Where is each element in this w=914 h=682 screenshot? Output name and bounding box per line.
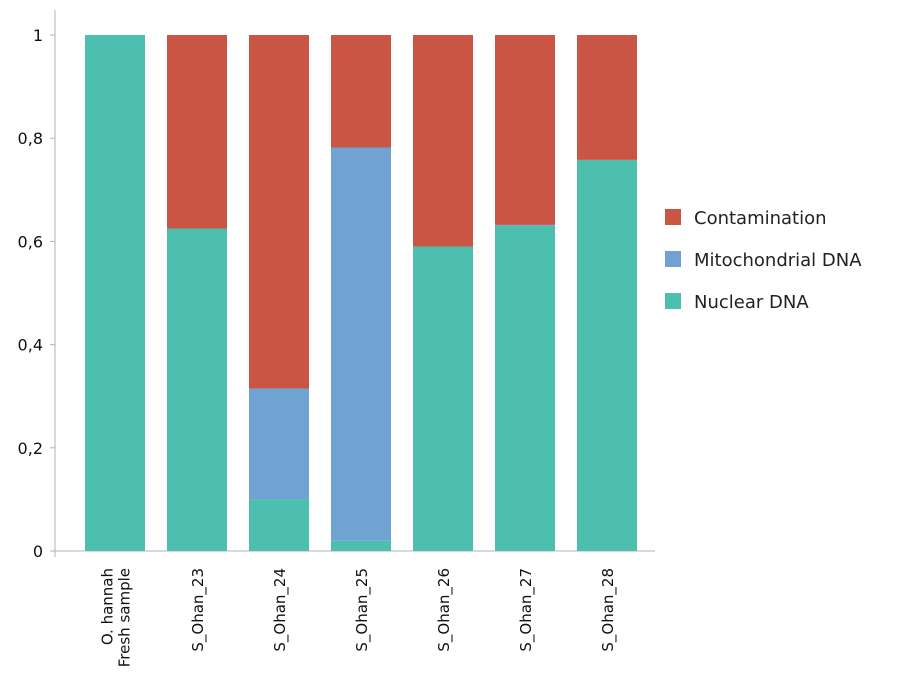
bar-segment-nuclear-dna [249, 499, 309, 551]
x-tick-label: S_Ohan_24 [271, 568, 290, 652]
bar-segment-contamination [495, 35, 555, 225]
bar-segment-nuclear-dna [413, 246, 473, 551]
x-tick-label: Fresh sample [116, 568, 134, 667]
y-tick-label: 1 [33, 26, 43, 45]
bar-segment-mitochondrial-dna [495, 224, 555, 226]
x-tick-label: S_Ohan_28 [599, 568, 618, 652]
bar-stack [413, 35, 473, 551]
legend-swatch [665, 209, 681, 225]
x-tick-label: S_Ohan_26 [435, 568, 454, 652]
bar-stack [495, 35, 555, 552]
bar-segment-mitochondrial-dna [249, 388, 309, 500]
y-tick-label: 0 [33, 542, 43, 561]
x-tick-label: O. hannah [99, 568, 117, 645]
legend-item: Contamination [665, 208, 827, 229]
bars [85, 35, 637, 552]
legend-swatch [665, 293, 681, 309]
bar-stack [331, 35, 391, 551]
legend-swatch [665, 251, 681, 267]
bar-stack [85, 35, 145, 551]
y-tick-label: 0,6 [18, 232, 43, 251]
x-tick-label: S_Ohan_25 [353, 568, 372, 652]
legend-label: Mitochondrial DNA [694, 250, 862, 271]
bar-segment-contamination [413, 35, 473, 247]
legend-item: Nuclear DNA [665, 292, 809, 313]
bar-segment-contamination [331, 35, 391, 148]
bar-stack [249, 35, 309, 551]
x-tick-label: S_Ohan_27 [517, 568, 536, 652]
x-axis-labels: O. hannah Fresh sample S_Ohan_23 S_Ohan_24 S… [99, 568, 619, 667]
bar-segment-contamination [249, 35, 309, 389]
bar-segment-nuclear-dna [167, 228, 227, 551]
bar-segment-contamination [167, 35, 227, 229]
bar-segment-nuclear-dna [85, 35, 145, 551]
bar-segment-nuclear-dna [331, 540, 391, 551]
legend: Contamination Mitochondrial DNA Nuclear DN… [665, 208, 862, 313]
bar-stack [167, 35, 227, 551]
bar-segment-contamination [577, 35, 637, 160]
bar-segment-nuclear-dna [577, 159, 637, 551]
bar-segment-nuclear-dna [495, 225, 555, 552]
legend-label: Nuclear DNA [694, 292, 809, 313]
legend-item: Mitochondrial DNA [665, 250, 862, 271]
y-axis: 0 0,2 0,4 0,6 0,8 1 [18, 10, 56, 561]
bar-segment-mitochondrial-dna [331, 147, 391, 541]
bar-stack [577, 35, 637, 551]
y-tick-label: 0,2 [18, 439, 43, 458]
legend-label: Contamination [694, 208, 827, 229]
y-tick-label: 0,8 [18, 129, 43, 148]
y-tick-label: 0,4 [18, 336, 43, 355]
x-tick-label: S_Ohan_23 [189, 568, 208, 652]
